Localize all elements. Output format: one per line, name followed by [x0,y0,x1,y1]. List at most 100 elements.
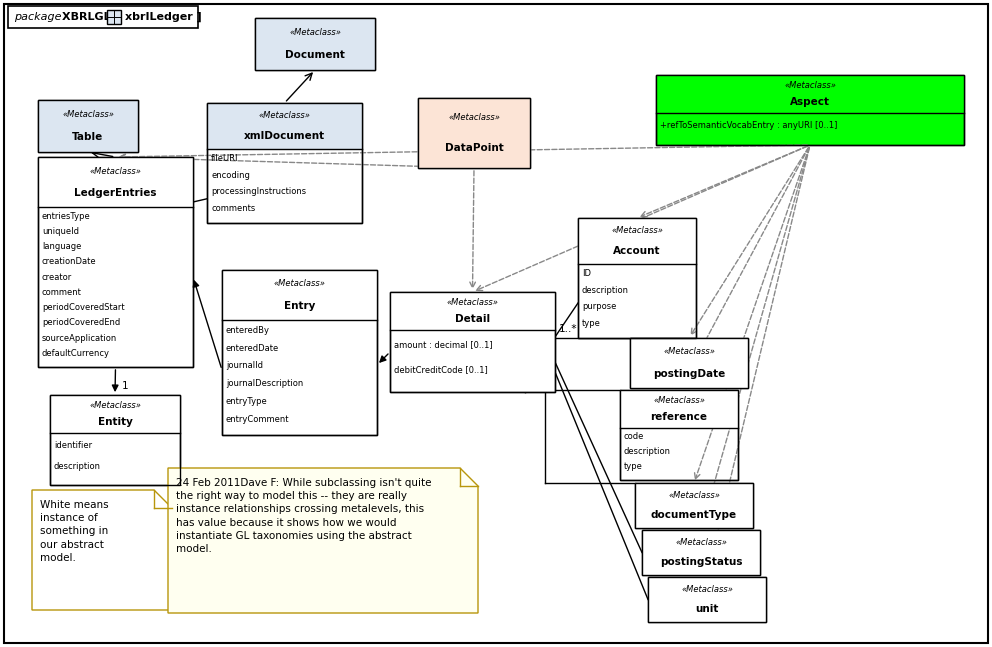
Text: «Metaclass»: «Metaclass» [448,113,500,122]
Bar [38,100,138,152]
Text: comments: comments [211,204,255,213]
Text: 1..*: 1..* [559,324,577,334]
Bar [578,218,696,338]
Text: uniqueId: uniqueId [42,227,79,236]
Text: +refToSemanticVocabEntry : anyURI [0..1]: +refToSemanticVocabEntry : anyURI [0..1] [660,121,837,130]
Bar [620,390,738,480]
Text: purpose: purpose [582,302,616,311]
Bar [648,577,766,622]
Bar [207,103,362,223]
Text: Account: Account [613,246,661,256]
Text: periodCoveredEnd: periodCoveredEnd [42,318,120,327]
Text: «Metaclass»: «Metaclass» [62,110,114,119]
Bar [255,18,375,70]
Text: entriesType: entriesType [42,212,90,221]
Bar [38,100,138,152]
Bar [630,338,748,388]
Text: Detail: Detail [455,314,490,324]
Text: xmlDocument: xmlDocument [244,131,325,141]
Bar [8,6,198,28]
Text: ID: ID [582,269,591,278]
Polygon shape [168,468,478,613]
Text: enteredBy: enteredBy [226,326,270,335]
Text: description: description [624,447,671,456]
Text: language: language [42,242,81,251]
Text: postingStatus: postingStatus [660,558,742,567]
Text: «Metaclass»: «Metaclass» [676,538,727,547]
Bar [222,270,377,320]
Bar [418,98,530,168]
Text: «Metaclass»: «Metaclass» [653,396,705,405]
Text: package: package [14,12,62,22]
Bar [38,100,138,152]
Bar [656,75,964,113]
Text: postingDate: postingDate [653,369,725,379]
Text: processingInstructions: processingInstructions [211,187,307,196]
Bar [635,483,753,528]
Text: documentType: documentType [651,510,737,520]
Bar [107,10,121,24]
Bar [222,270,377,435]
Bar [50,395,180,433]
Polygon shape [32,490,172,610]
Bar [38,157,193,367]
Text: entryType: entryType [226,397,268,406]
Bar [656,75,964,145]
Text: creationDate: creationDate [42,258,96,267]
Bar [222,270,377,435]
Bar [642,530,760,575]
Bar [635,483,753,528]
Text: «Metaclass»: «Metaclass» [784,81,836,90]
Bar [630,338,748,388]
Bar [418,98,530,168]
Bar [578,218,696,338]
Text: Aspect: Aspect [790,97,830,107]
Text: «Metaclass»: «Metaclass» [274,280,325,289]
Text: fileURI: fileURI [211,154,238,163]
Bar [390,292,555,392]
Text: DataPoint: DataPoint [444,144,503,153]
Text: «Metaclass»: «Metaclass» [89,166,142,175]
Text: enteredDate: enteredDate [226,344,280,353]
Text: defaultCurrency: defaultCurrency [42,349,110,358]
Bar [390,292,555,330]
Text: Entry: Entry [284,301,315,311]
Bar [207,103,362,223]
Text: creator: creator [42,272,72,281]
Text: Entity: Entity [97,417,133,428]
Bar [642,530,760,575]
Bar [255,18,375,70]
Text: «Metaclass»: «Metaclass» [663,347,715,356]
Text: type: type [582,318,601,327]
Text: «Metaclass»: «Metaclass» [446,298,498,307]
Bar [648,577,766,622]
Bar [50,395,180,485]
Bar [620,390,738,480]
Bar [38,157,193,367]
Text: description: description [582,285,629,294]
Text: journalDescription: journalDescription [226,379,304,388]
Text: «Metaclass»: «Metaclass» [668,491,720,500]
Bar [656,75,964,145]
Text: «Metaclass»: «Metaclass» [289,28,341,37]
Bar [635,483,753,528]
Text: Document: Document [285,50,345,60]
Text: «Metaclass»: «Metaclass» [89,401,141,410]
Bar [418,98,530,168]
Text: «Metaclass»: «Metaclass» [682,585,733,594]
Text: «Metaclass»: «Metaclass» [259,111,310,120]
Text: XBRLGL [: XBRLGL [ [62,12,120,22]
Text: comment: comment [42,288,82,297]
Text: White means
instance of
something in
our abstract
model.: White means instance of something in our… [40,500,109,563]
Text: journalId: journalId [226,362,263,371]
Text: unit: unit [695,604,718,615]
Text: xbrILedger ]: xbrILedger ] [125,12,201,22]
Bar [390,292,555,392]
Text: Table: Table [72,133,103,142]
Text: type: type [624,462,643,471]
Bar [207,103,362,149]
Text: code: code [624,432,645,441]
Bar [50,395,180,485]
Bar [630,338,748,388]
Bar [578,218,696,263]
